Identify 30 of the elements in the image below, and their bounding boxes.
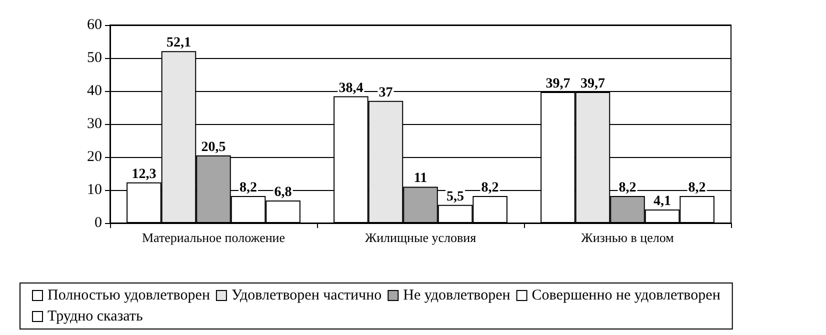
- data-label: 8,2: [481, 180, 499, 196]
- x-tick-label: Жизнью в целом: [581, 230, 674, 245]
- data-label: 39,7: [546, 76, 570, 92]
- data-label: 6,8: [274, 185, 292, 200]
- data-label: 39,7: [580, 76, 605, 92]
- data-label: 8,2: [688, 180, 706, 196]
- y-tick-label: 60: [87, 17, 102, 33]
- legend-label: Не удовлетворен: [403, 288, 510, 304]
- legend-label: Полностью удовлетворен: [48, 288, 210, 304]
- y-tick-label: 10: [87, 182, 102, 198]
- data-label: 4,1: [654, 194, 672, 209]
- y-tick-label: 40: [87, 83, 102, 99]
- legend-label: Трудно сказать: [48, 308, 143, 324]
- y-tick-label: 50: [87, 50, 102, 66]
- data-label: 20,5: [201, 140, 226, 155]
- data-label: 5,5: [446, 189, 464, 204]
- x-tick-label: Материальное положение: [142, 230, 286, 245]
- data-label: 11: [414, 171, 428, 186]
- data-label: 8,2: [240, 180, 258, 196]
- legend-label: Удовлетворен частично: [231, 288, 382, 304]
- data-label: 12,3: [132, 166, 156, 182]
- x-tick-label: Жилищные условия: [364, 230, 476, 245]
- data-label: 38,4: [338, 80, 364, 96]
- data-label: 37: [378, 85, 393, 100]
- data-label: 8,2: [618, 180, 636, 196]
- legend-label: Совершенно не удовлетворен: [532, 288, 720, 304]
- data-label: 52,1: [166, 36, 191, 51]
- y-tick-label: 0: [94, 215, 102, 231]
- y-tick-label: 20: [87, 149, 102, 165]
- y-tick-label: 30: [87, 116, 102, 132]
